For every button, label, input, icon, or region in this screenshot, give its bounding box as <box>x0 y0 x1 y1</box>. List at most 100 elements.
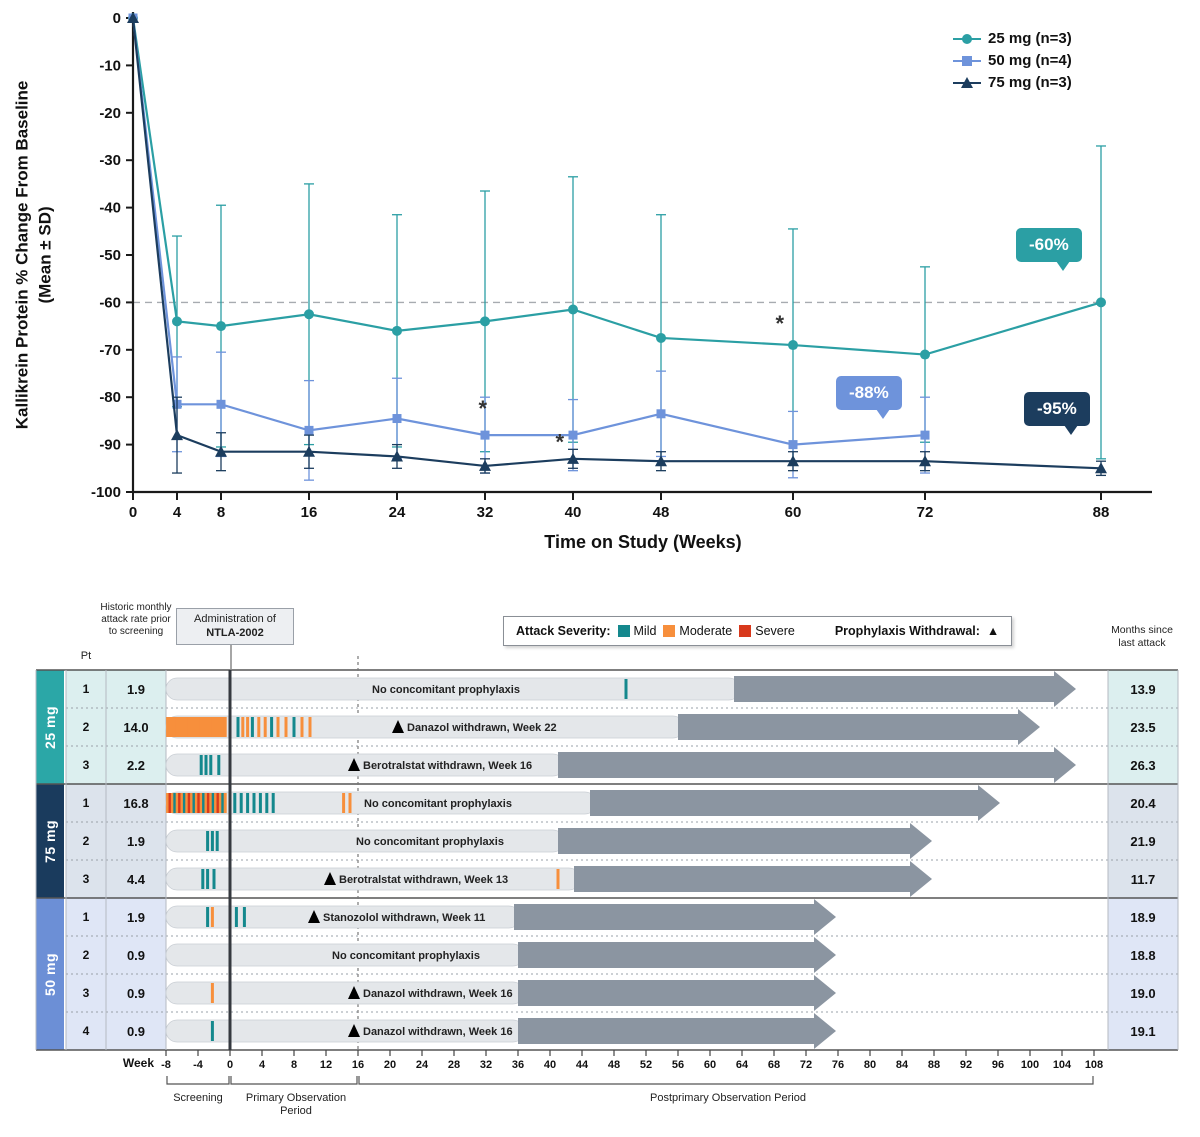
attack-tick-moderate <box>173 717 177 737</box>
period-primary-observation: Primary Observation Period <box>245 1092 347 1118</box>
arrow-head <box>910 861 932 897</box>
callout-tail <box>1055 261 1070 271</box>
attack-tick-moderate <box>180 717 184 737</box>
attack-tick-moderate <box>300 717 304 737</box>
prophylaxis-withdrawal-triangle <box>348 758 360 771</box>
attack-tick-moderate <box>175 793 179 813</box>
group-label-75mg: 75 mg <box>36 784 64 898</box>
patient-observation-bar <box>165 753 565 777</box>
attack-tick-severe <box>168 793 172 813</box>
attack-tick-moderate <box>218 793 222 813</box>
historic-rate-column: 1.9 14.0 2.2 16.8 1.9 4.4 1.9 0.9 0.9 0.… <box>106 670 166 1050</box>
attack-tick-mild <box>212 869 216 889</box>
y-tick-label: -60 <box>99 294 121 311</box>
prophylaxis-withdrawal-triangle <box>348 1024 360 1037</box>
attack-tick-mild <box>258 793 262 813</box>
swimmer-plot: No concomitant prophylaxis Danazol withdr… <box>0 600 1200 1137</box>
attack-tick-moderate <box>214 717 218 737</box>
attack-tick-moderate <box>194 793 198 813</box>
attack-tick-mild <box>239 793 243 813</box>
x-tick-label: 72 <box>917 504 934 521</box>
callout-minus-95pct: -95% <box>1024 392 1090 435</box>
data-point <box>304 425 314 435</box>
significance-asterisk: * <box>776 311 785 336</box>
legend-moderate: Moderate <box>663 624 732 638</box>
attack-tick-severe <box>178 793 182 813</box>
attack-free-arrow <box>590 790 978 816</box>
attack-tick-moderate <box>211 717 215 737</box>
callout-minus-60pct: -60% <box>1016 228 1082 271</box>
attack-tick-moderate <box>276 717 280 737</box>
pt-cell: 2 <box>66 936 106 974</box>
data-point <box>568 304 578 315</box>
attack-tick-moderate <box>170 793 174 813</box>
week-tick-label: 8 <box>291 1059 297 1071</box>
pt-cell: 2 <box>66 708 106 746</box>
attack-tick-moderate <box>187 717 191 737</box>
y-tick-label: -10 <box>99 57 121 74</box>
week-tick-label: 32 <box>480 1059 492 1071</box>
period-postprimary-observation: Postprimary Observation Period <box>650 1092 806 1104</box>
attack-tick-mild <box>182 793 186 813</box>
significance-asterisk: * <box>556 429 565 454</box>
data-point <box>919 455 931 467</box>
attack-tick-moderate <box>308 717 312 737</box>
arrow-head <box>814 975 836 1011</box>
attack-tick-severe <box>206 793 210 813</box>
week-tick-label: -4 <box>193 1059 204 1071</box>
pt-cell: 2 <box>66 822 106 860</box>
attack-tick-moderate <box>199 793 203 813</box>
legend-item-75mg: 75 mg (n=3) <box>952 74 1072 91</box>
y-tick-label: 0 <box>113 10 121 27</box>
y-tick-label: -70 <box>99 342 121 359</box>
week-tick-label: 92 <box>960 1059 972 1071</box>
attack-tick-moderate <box>194 717 198 737</box>
pt-cell: 4 <box>66 1012 106 1050</box>
attack-tick-mild <box>221 793 225 813</box>
attack-tick-mild <box>252 793 256 813</box>
attack-severity-label: Attack Severity: <box>516 624 611 638</box>
historic-rate-header: Historic monthly attack rate prior to sc… <box>100 602 172 637</box>
attack-tick-mild <box>192 793 196 813</box>
attack-free-arrow <box>558 752 1054 778</box>
data-point <box>392 414 402 424</box>
attack-tick-moderate <box>204 793 208 813</box>
months-cell: 19.0 <box>1108 974 1178 1012</box>
arrow-head <box>910 823 932 859</box>
attack-tick-moderate <box>223 793 227 813</box>
pt-column: 1 2 3 1 2 3 1 2 3 4 <box>66 670 106 1050</box>
legend-label-50mg: 50 mg (n=4) <box>988 52 1072 69</box>
x-tick-label: 4 <box>173 504 182 521</box>
severe-swatch-icon <box>739 625 752 637</box>
data-point <box>567 452 579 464</box>
attack-tick-severe <box>216 793 220 813</box>
months-since-column: 13.9 23.5 26.3 20.4 21.9 11.7 18.9 18.8 … <box>1108 670 1178 1050</box>
rate-cell: 1.9 <box>106 670 166 708</box>
attack-tick-mild <box>292 717 296 737</box>
significance-asterisk: * <box>479 396 488 421</box>
pt-cell: 1 <box>66 670 106 708</box>
data-point <box>391 450 403 462</box>
data-point <box>392 325 402 336</box>
row-annotation: Stanozolol withdrawn, Week 11 <box>323 912 485 924</box>
attack-tick-moderate <box>182 717 186 737</box>
kallikrein-line-chart: 0 -10 -20 -30 -40 -50 -60 -70 -80 -90 -100 0 4 8 16 24 3… <box>12 10 1152 552</box>
rate-cell: 1.9 <box>106 822 166 860</box>
group-label-50mg: 50 mg <box>36 898 64 1050</box>
attack-tick-mild <box>250 717 254 737</box>
attack-tick-mild <box>236 717 240 737</box>
attack-tick-mild <box>173 793 177 813</box>
week-tick-label: 56 <box>672 1059 684 1071</box>
attack-tick-moderate <box>223 717 227 737</box>
attack-tick-mild <box>242 907 246 927</box>
period-screening: Screening <box>173 1092 223 1104</box>
attack-tick-moderate <box>197 717 201 737</box>
arrow-head <box>978 785 1000 821</box>
y-tick-label: -20 <box>99 105 121 122</box>
rate-cell: 1.9 <box>106 898 166 936</box>
week-tick-label: 52 <box>640 1059 652 1071</box>
arrow-head <box>1054 671 1076 707</box>
months-cell: 13.9 <box>1108 670 1178 708</box>
attack-tick-moderate <box>348 793 352 813</box>
attack-tick-moderate <box>166 717 170 737</box>
